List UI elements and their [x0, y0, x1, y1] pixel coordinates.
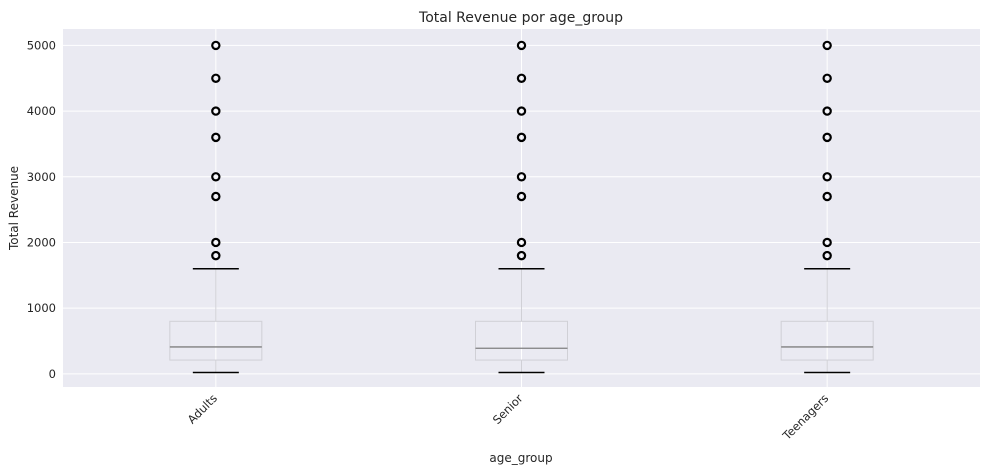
y-tick-label: 5000: [27, 38, 56, 52]
outlier-point: [211, 132, 221, 143]
outlier-point: [211, 191, 221, 202]
outlier-point: [516, 172, 527, 182]
y-tick-label: 2000: [27, 235, 56, 249]
iqr-box: [780, 320, 874, 361]
iqr-box: [475, 320, 568, 361]
outlier-point: [211, 172, 221, 182]
boxes-group: [169, 40, 874, 374]
x-axis-ticks: Adults Senior Teenagers: [185, 391, 832, 443]
outlier-point: [516, 132, 527, 143]
outlier-point: [211, 73, 221, 83]
box-teenagers: [780, 40, 874, 374]
outlier-point: [822, 191, 832, 202]
outlier-point: [211, 237, 221, 248]
x-tick-label: Teenagers: [779, 391, 831, 443]
outlier-point: [822, 40, 832, 51]
y-axis-label: Total Revenue: [7, 166, 21, 251]
y-tick-label: 3000: [27, 170, 56, 184]
x-axis-label: age_group: [489, 451, 552, 465]
outlier-point: [822, 73, 832, 83]
outlier-point: [516, 237, 527, 248]
y-tick-label: 0: [49, 367, 56, 381]
outlier-point: [516, 250, 527, 261]
box-senior: [475, 40, 568, 374]
outlier-point: [211, 106, 221, 116]
y-axis-ticks: 0 1000 2000 3000 4000 5000: [27, 38, 56, 380]
outlier-point: [822, 172, 832, 182]
outlier-point: [211, 250, 221, 261]
outlier-point: [211, 40, 221, 51]
chart-title: Total Revenue por age_group: [418, 10, 623, 26]
outlier-point: [822, 132, 832, 143]
outlier-point: [822, 250, 832, 261]
outlier-point: [822, 237, 832, 248]
outlier-point: [516, 40, 527, 51]
iqr-box: [169, 320, 263, 361]
outlier-point: [516, 106, 527, 116]
outlier-point: [516, 191, 527, 202]
y-tick-label: 4000: [27, 104, 56, 118]
box-adults: [169, 40, 263, 374]
x-tick-label: Adults: [185, 391, 220, 426]
y-tick-label: 1000: [27, 301, 56, 315]
outlier-point: [516, 73, 527, 83]
x-tick-label: Senior: [490, 391, 526, 427]
outlier-point: [822, 106, 832, 116]
